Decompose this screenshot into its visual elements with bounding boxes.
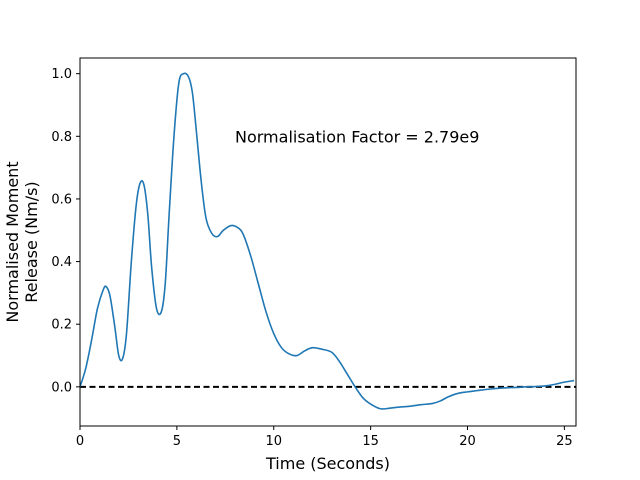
x-tick-label: 25 [556,434,573,449]
x-axis-label: Time (Seconds) [265,454,390,473]
y-axis-label: Normalised Moment Release (Nm/s) [3,161,41,322]
y-tick-label: 0.8 [51,130,72,145]
x-axis-ticks: 0 5 10 15 20 25 [76,426,573,449]
y-tick-label: 0.2 [51,318,72,333]
normalisation-factor-annotation: Normalisation Factor = 2.79e9 [235,127,479,146]
x-tick-label: 15 [362,434,379,449]
x-tick-label: 0 [76,434,84,449]
y-tick-label: 0.4 [51,255,72,270]
series-line-0 [79,72,575,410]
y-axis-label-line-2: Release (Nm/s) [22,181,41,302]
plot-area [79,57,577,427]
y-axis-label-line-1: Normalised Moment [3,161,22,322]
y-axis-ticks: 0.0 0.2 0.4 0.6 0.8 1.0 [51,67,80,395]
x-tick-label: 10 [265,434,282,449]
plot-frame [79,57,577,427]
x-tick-label: 5 [173,434,181,449]
y-tick-label: 0.0 [51,380,72,395]
x-tick-label: 20 [459,434,476,449]
y-tick-label: 1.0 [51,67,72,82]
y-tick-label: 0.6 [51,192,72,207]
